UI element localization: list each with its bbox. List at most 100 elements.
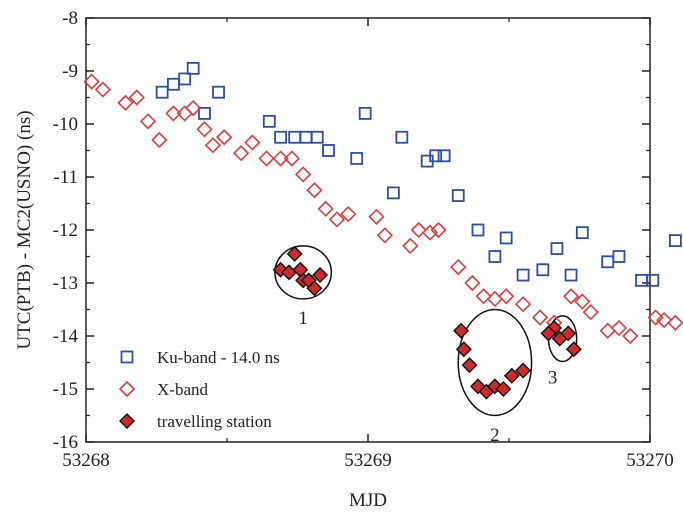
y-tick-label: -12 xyxy=(53,220,78,241)
ku-band-point xyxy=(288,130,302,144)
ku-band-point xyxy=(575,226,589,240)
legend-x-band-marker xyxy=(118,380,136,398)
x-band-point xyxy=(244,134,261,151)
ku-band-point xyxy=(612,250,626,263)
ku-band-point xyxy=(395,130,409,144)
x-band-point xyxy=(486,290,504,308)
y-tick-label: -8 xyxy=(62,8,78,29)
x-band-point xyxy=(317,200,334,217)
ku-band-point xyxy=(350,152,364,165)
legend-ku-band-marker xyxy=(120,350,134,364)
travelling-station-point xyxy=(560,325,577,342)
legend-label: travelling station xyxy=(157,412,272,431)
ku-band-point xyxy=(488,250,502,263)
travelling-station-point xyxy=(495,381,512,397)
x-band-point xyxy=(430,221,447,239)
x-band-point xyxy=(216,129,233,146)
ku-band-point xyxy=(668,234,682,248)
cluster-ellipse-1 xyxy=(274,245,333,300)
ku-band-point xyxy=(212,85,225,99)
x-band-point xyxy=(272,150,289,167)
ku-band-point xyxy=(471,223,485,237)
x-band-point xyxy=(622,327,639,345)
ku-band-point xyxy=(262,114,276,128)
ku-band-point xyxy=(550,242,564,255)
travelling-station-point xyxy=(565,341,582,358)
x-axis-label: MJD xyxy=(349,490,387,511)
x-band-point xyxy=(402,237,419,255)
x-band-point xyxy=(574,293,591,310)
y-tick-label: -14 xyxy=(53,326,79,347)
x-band-point xyxy=(328,211,346,228)
travelling-station-point xyxy=(455,341,472,358)
ku-band-point xyxy=(564,268,578,282)
x-band-point xyxy=(232,145,250,162)
ku-band-point xyxy=(178,72,192,86)
ku-band-point xyxy=(386,186,400,200)
x-band-point xyxy=(421,224,439,241)
cluster-label-3: 3 xyxy=(548,367,558,388)
legend-travelling-station-marker xyxy=(119,413,135,429)
x-band-point xyxy=(562,288,580,305)
legend-label: X-band xyxy=(157,380,208,399)
cluster-label-1: 1 xyxy=(298,308,308,329)
x-band-point xyxy=(204,137,222,154)
x-band-point xyxy=(514,296,532,313)
y-tick-label: -13 xyxy=(53,273,78,294)
y-tick-label: -16 xyxy=(53,432,78,453)
ku-band-point xyxy=(322,144,335,157)
ku-band-point xyxy=(646,273,660,287)
cluster-label-2: 2 xyxy=(490,425,500,446)
x-band-point xyxy=(647,309,664,326)
x-band-point xyxy=(151,131,168,149)
x-band-point xyxy=(610,319,628,337)
x-band-point xyxy=(667,314,683,331)
y-axis-label: UTC(PTB) - MC2(USNO) (ns) xyxy=(14,110,35,349)
x-band-point xyxy=(531,309,549,326)
x-band-point xyxy=(376,227,394,244)
axis-ticks: 53268 53269 53270 -8 -9 -10 -11 -12 -13 -14 -15 -16 xyxy=(53,8,674,471)
ku-band-point xyxy=(310,130,324,144)
ku-band-point xyxy=(516,268,530,282)
x-band-point xyxy=(185,99,202,117)
x-band-point xyxy=(94,81,112,98)
x-tick-label: 53270 xyxy=(626,450,674,471)
x-band-point xyxy=(117,94,134,111)
x-band-point xyxy=(258,150,275,167)
ku-band-point xyxy=(358,107,372,120)
x-band-point xyxy=(139,113,157,130)
y-tick-label: -10 xyxy=(53,114,78,135)
travelling-station-point xyxy=(515,362,532,379)
x-band-point xyxy=(498,288,515,305)
x-band-point xyxy=(410,221,427,239)
x-band-point xyxy=(295,166,312,183)
x-band-point xyxy=(165,105,182,122)
x-tick-label: 53268 xyxy=(62,450,110,471)
y-tick-label: -9 xyxy=(62,61,78,82)
travelling-station-point xyxy=(461,357,478,374)
travelling-station-point xyxy=(286,245,303,262)
x-band-point xyxy=(368,208,385,225)
ku-band-point xyxy=(429,149,443,163)
travelling-station-point xyxy=(540,325,557,342)
x-band-point xyxy=(128,89,145,106)
y-tick-label: -11 xyxy=(53,167,78,188)
x-band-point xyxy=(283,150,300,167)
travelling-station-point xyxy=(453,322,470,339)
ku-band-point xyxy=(299,130,313,144)
x-band-point xyxy=(475,288,492,305)
x-band-point xyxy=(340,205,357,223)
travelling-station-point xyxy=(312,267,329,284)
ku-band-point xyxy=(198,107,211,120)
legend-label: Ku-band - 14.0 ns xyxy=(157,348,280,367)
x-band-point xyxy=(306,182,323,199)
ku-band-point xyxy=(274,130,287,144)
travelling-station-point xyxy=(306,280,323,297)
ku-band-point xyxy=(186,61,200,75)
y-tick-label: -15 xyxy=(53,379,78,400)
ku-band-point xyxy=(536,263,550,277)
x-band-point xyxy=(464,274,481,292)
ku-band-point xyxy=(437,149,451,163)
x-band-point xyxy=(599,322,616,339)
